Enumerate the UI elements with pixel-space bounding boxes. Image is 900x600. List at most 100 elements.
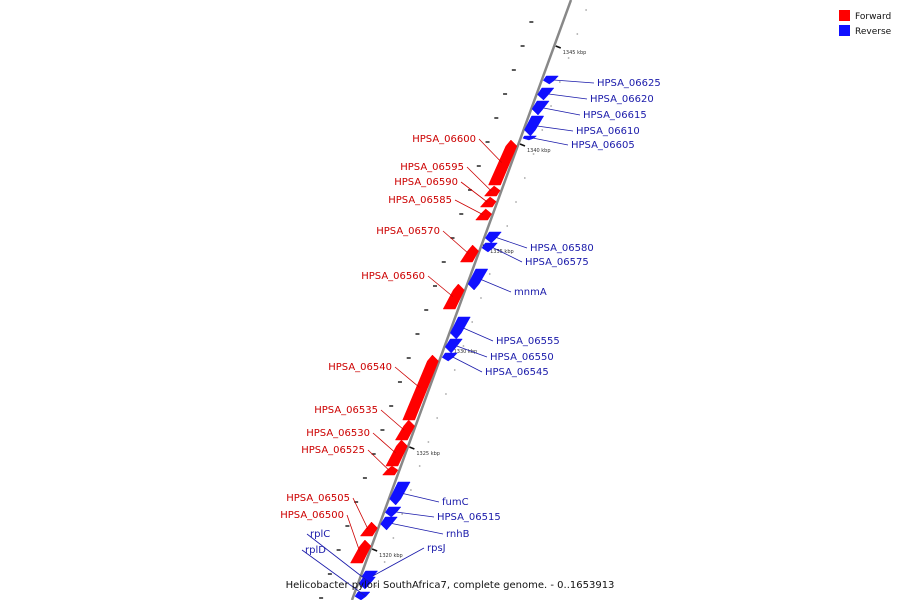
genome-caption: Helicobacter pylori SouthAfrica7, comple… xyxy=(286,580,615,591)
gene-label[interactable]: HPSA_06545 xyxy=(485,367,549,378)
gene-feature[interactable] xyxy=(389,481,411,506)
scale-tick xyxy=(371,548,378,552)
gene-feature[interactable] xyxy=(481,242,498,253)
label-leader xyxy=(460,181,488,203)
gene-feature[interactable] xyxy=(384,506,402,518)
gene-label[interactable]: HPSA_06525 xyxy=(301,445,365,456)
scale-tick xyxy=(409,446,415,450)
gene-label[interactable]: HPSA_06600 xyxy=(412,134,476,145)
label-leader xyxy=(396,511,435,518)
label-leader xyxy=(380,409,405,431)
gene-feature[interactable] xyxy=(475,208,493,221)
scale-tick-label: 1320 kbp xyxy=(379,553,403,559)
gene-feature[interactable] xyxy=(542,75,559,85)
label-leader xyxy=(452,356,483,373)
gene-feature[interactable] xyxy=(488,139,518,186)
label-leader xyxy=(496,237,528,249)
gene-feature[interactable] xyxy=(442,283,465,310)
legend: Forward Reverse xyxy=(839,10,892,37)
gene-feature[interactable] xyxy=(382,465,399,476)
legend-swatch-forward xyxy=(839,10,850,21)
label-leader xyxy=(532,137,569,146)
label-leader xyxy=(372,432,396,454)
gene-feature[interactable] xyxy=(441,352,458,362)
gene-feature[interactable] xyxy=(380,516,398,531)
gene-label[interactable]: HPSA_06625 xyxy=(597,78,661,89)
label-leader xyxy=(367,449,390,471)
gene-label[interactable]: rnhB xyxy=(446,529,470,540)
label-leader xyxy=(548,93,588,100)
gene-label[interactable]: HPSA_06500 xyxy=(280,510,344,521)
gene-feature[interactable] xyxy=(537,87,555,101)
legend-label-forward: Forward xyxy=(855,12,891,22)
legend-label-reverse: Reverse xyxy=(855,27,892,37)
gene-feature[interactable] xyxy=(483,185,501,197)
scale-tick-label: 1330 kbp xyxy=(454,349,478,355)
gene-features xyxy=(350,75,559,600)
gene-label[interactable]: rplC xyxy=(310,529,330,540)
label-leader xyxy=(301,549,366,597)
gene-label[interactable]: HPSA_06605 xyxy=(571,140,635,151)
gene-feature[interactable] xyxy=(467,268,489,291)
gene-label[interactable]: HPSA_06620 xyxy=(590,94,654,105)
gene-label[interactable]: HPSA_06530 xyxy=(306,428,370,439)
scale-tick-label: 1345 kbp xyxy=(563,50,587,56)
label-leader xyxy=(456,345,488,358)
gene-feature[interactable] xyxy=(524,115,545,137)
gene-feature[interactable] xyxy=(531,100,550,116)
gene-label[interactable]: mnmA xyxy=(514,287,547,298)
gene-label[interactable]: HPSA_06535 xyxy=(314,405,378,416)
gene-feature[interactable] xyxy=(449,316,471,340)
label-leader xyxy=(492,247,523,263)
gene-label[interactable]: rpsJ xyxy=(427,543,446,554)
gene-feature[interactable] xyxy=(394,419,416,441)
label-leader xyxy=(402,493,440,503)
gene-label[interactable]: HPSA_06540 xyxy=(328,362,392,373)
gene-feature[interactable] xyxy=(479,196,497,208)
label-leader xyxy=(553,79,595,84)
scale-tick xyxy=(555,45,562,49)
gene-label[interactable]: HPSA_06580 xyxy=(530,243,594,254)
gene-feature[interactable] xyxy=(358,576,376,590)
label-leader xyxy=(454,199,483,215)
gene-feature[interactable] xyxy=(359,521,378,537)
label-leader xyxy=(372,547,425,577)
gene-label[interactable]: HPSA_06585 xyxy=(388,195,452,206)
gene-feature[interactable] xyxy=(385,439,408,467)
gene-label[interactable]: HPSA_06595 xyxy=(400,162,464,173)
gene-label[interactable]: rplD xyxy=(305,545,326,556)
gene-label[interactable]: HPSA_06610 xyxy=(576,126,640,137)
scale-tick-label: 1340 kbp xyxy=(527,148,551,154)
minor-ticks xyxy=(319,9,587,599)
gene-feature[interactable] xyxy=(459,244,479,263)
gene-label[interactable]: HPSA_06590 xyxy=(394,177,458,188)
gene-feature[interactable] xyxy=(350,539,372,564)
gene-label[interactable]: HPSA_06575 xyxy=(525,257,589,268)
gene-feature[interactable] xyxy=(444,338,463,354)
label-leader xyxy=(427,275,454,297)
label-leader xyxy=(442,230,469,254)
gene-label[interactable]: fumC xyxy=(442,497,469,508)
label-leader xyxy=(352,497,369,530)
gene-label[interactable]: HPSA_06570 xyxy=(376,226,440,237)
label-leaders xyxy=(301,79,595,597)
gene-feature[interactable] xyxy=(354,591,371,600)
gene-label[interactable]: HPSA_06550 xyxy=(490,352,554,363)
gene-feature[interactable] xyxy=(522,135,538,141)
label-leader xyxy=(478,138,502,163)
scale-tick xyxy=(519,143,526,147)
gene-feature[interactable] xyxy=(402,354,439,421)
label-leader xyxy=(543,107,581,116)
gene-labels: HPSA_06625 HPSA_06620 HPSA_06615 HPSA_06610… xyxy=(280,78,661,556)
label-leader xyxy=(394,366,420,388)
label-leader xyxy=(466,166,492,192)
gene-label[interactable]: HPSA_06615 xyxy=(583,110,647,121)
gene-label[interactable]: HPSA_06515 xyxy=(437,512,501,523)
gene-label[interactable]: HPSA_06560 xyxy=(361,271,425,282)
label-leader xyxy=(463,327,494,342)
gene-label[interactable]: HPSA_06505 xyxy=(286,493,350,504)
genome-backbone xyxy=(350,0,573,600)
gene-feature[interactable] xyxy=(484,231,502,244)
gene-label[interactable]: HPSA_06555 xyxy=(496,336,560,347)
